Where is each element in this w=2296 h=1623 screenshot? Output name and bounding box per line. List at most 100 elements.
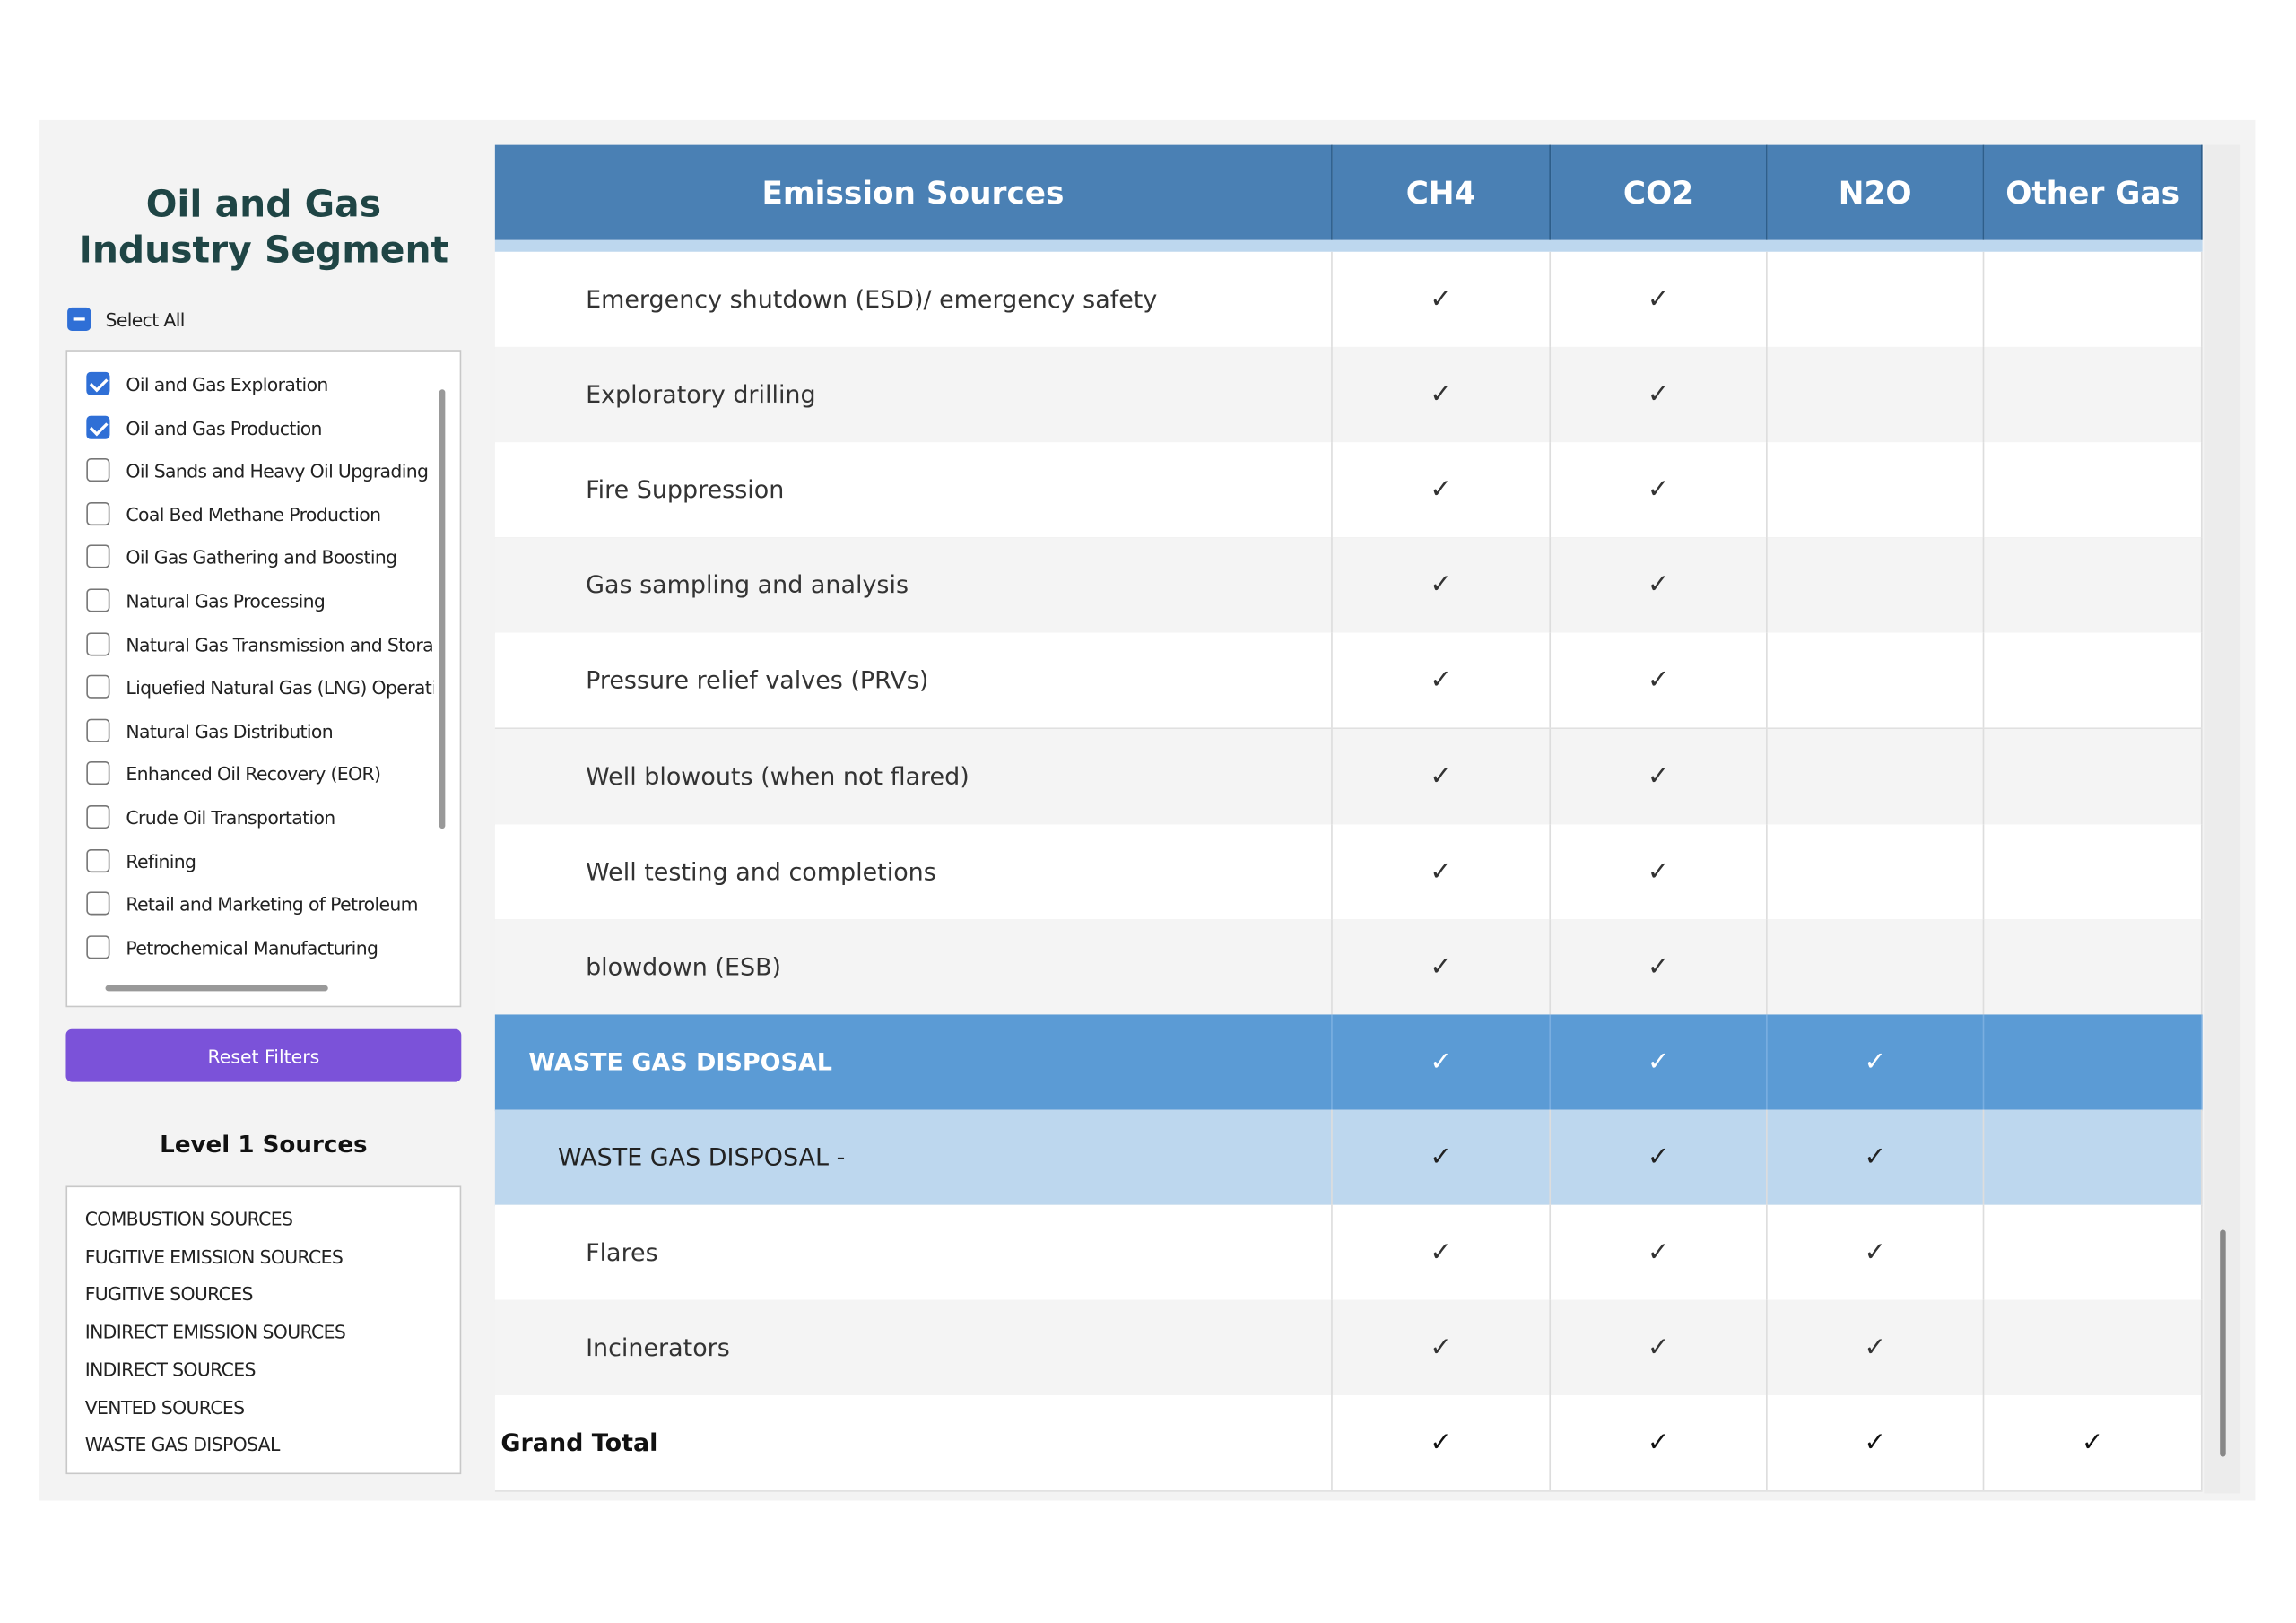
scrollbar[interactable]	[105, 985, 328, 992]
level1-item[interactable]: FUGITIVE SOURCES	[84, 1282, 254, 1306]
level1-list: COMBUSTION SOURCES FUGITIVE EMISSION SOUR…	[65, 1185, 462, 1475]
check-cell: ✓	[1551, 251, 1768, 347]
checkbox[interactable]	[86, 804, 110, 829]
level1-item[interactable]: COMBUSTION SOURCES	[84, 1207, 293, 1230]
checkbox[interactable]	[86, 934, 110, 959]
filter-item[interactable]: Refining	[67, 848, 433, 874]
filter-item[interactable]: Oil Sands and Heavy Oil Upgrading	[67, 458, 433, 484]
check-cell: ✓	[1768, 1299, 1985, 1396]
check-cell: ✓	[1551, 728, 1768, 824]
row-label: Emergency shutdown (ESD)/ emergency safe…	[495, 251, 1333, 347]
select-all-label: Select All	[105, 308, 186, 331]
scrollbar-track	[2204, 144, 2241, 1494]
level1-item[interactable]: WASTE GAS DISPOSAL	[84, 1433, 281, 1456]
check-cell: ✓	[1984, 1395, 2203, 1491]
checkbox[interactable]	[86, 501, 110, 525]
header-strip	[494, 239, 2203, 252]
check-cell: ✓	[1551, 1395, 1768, 1491]
checkbox[interactable]	[67, 307, 91, 331]
table-row: WASTE GAS DISPOSAL - ✓ ✓ ✓	[494, 1109, 2203, 1207]
filter-item[interactable]: Coal Bed Methane Production	[67, 501, 433, 528]
title-line: Oil and Gas	[145, 183, 382, 226]
checkbox[interactable]	[86, 848, 110, 872]
check-cell: ✓	[1333, 632, 1552, 729]
filter-item[interactable]: Enhanced Oil Recovery (EOR)	[67, 761, 433, 788]
checkbox[interactable]	[86, 891, 110, 916]
table-row: Emergency shutdown (ESD)/ emergency safe…	[494, 251, 2203, 349]
check-cell: ✓	[1333, 1204, 1552, 1300]
level1-item[interactable]: INDIRECT EMISSION SOURCES	[84, 1320, 346, 1343]
table-row: Exploratory drilling ✓ ✓	[494, 347, 2203, 444]
table-row: Well testing and completions ✓ ✓	[494, 823, 2203, 921]
filter-list: Oil and Gas Exploration Oil and Gas Produ…	[65, 350, 462, 1008]
filter-label: Natural Gas Distribution	[126, 719, 334, 742]
check-cell: ✓	[1333, 728, 1552, 824]
row-label: WASTE GAS DISPOSAL -	[495, 1109, 1333, 1205]
check-cell	[1984, 537, 2203, 633]
checkbox[interactable]	[86, 458, 110, 482]
column-header: Other Gas	[1984, 144, 2203, 240]
table-row: Well blowouts (when not flared) ✓ ✓	[494, 728, 2203, 826]
filter-label: Oil and Gas Exploration	[126, 373, 328, 395]
checkbox[interactable]	[86, 674, 110, 699]
select-all[interactable]: Select All	[67, 307, 361, 334]
level1-title: Level 1 Sources	[160, 1130, 368, 1159]
filter-label: Retail and Marketing of Petroleum	[126, 893, 418, 916]
filter-label: Oil and Gas Production	[126, 416, 322, 439]
filter-label: Crude Oil Transportation	[126, 806, 335, 829]
check-cell	[1984, 1299, 2203, 1396]
reset-button[interactable]: Reset Filters	[65, 1028, 462, 1082]
filter-item[interactable]: Natural Gas Distribution	[67, 718, 433, 744]
checkbox[interactable]	[86, 588, 110, 612]
scrollbar-thumb[interactable]	[2220, 1229, 2226, 1457]
check-cell	[1984, 1204, 2203, 1300]
filter-item[interactable]: Crude Oil Transportation	[67, 804, 433, 831]
row-label: WASTE GAS DISPOSAL	[495, 1014, 1333, 1110]
filter-item[interactable]: Liquefied Natural Gas (LNG) Operations	[67, 674, 433, 701]
row-label: Flares	[495, 1204, 1333, 1300]
check-cell: ✓	[1768, 1109, 1985, 1205]
table-row: Fire Suppression ✓ ✓	[494, 442, 2203, 540]
filter-label: Oil Gas Gathering and Boosting	[126, 546, 397, 569]
checkbox[interactable]	[86, 371, 110, 395]
row-label: Fire Suppression	[495, 442, 1333, 538]
filter-item[interactable]: Oil Gas Gathering and Boosting	[67, 545, 433, 571]
checkbox[interactable]	[86, 415, 110, 439]
checkbox[interactable]	[86, 718, 110, 742]
check-cell: ✓	[1333, 537, 1552, 633]
filter-item[interactable]: Retail and Marketing of Petroleum	[67, 891, 433, 918]
check-cell	[1984, 251, 2203, 347]
scrollbar[interactable]	[439, 389, 446, 829]
check-cell	[1984, 1014, 2203, 1110]
checkbox[interactable]	[86, 761, 110, 785]
row-label: Exploratory drilling	[495, 347, 1333, 443]
check-cell: ✓	[1333, 251, 1552, 347]
check-cell	[1768, 918, 1985, 1014]
check-cell: ✓	[1333, 1109, 1552, 1205]
check-cell	[1984, 728, 2203, 824]
level1-item[interactable]: FUGITIVE EMISSION SOURCES	[84, 1245, 344, 1268]
check-cell: ✓	[1333, 1014, 1552, 1110]
checkbox[interactable]	[86, 545, 110, 569]
sidebar-title: Oil and Gas Industry Segment	[65, 181, 461, 272]
filter-item[interactable]: Natural Gas Transmission and Storage	[67, 631, 433, 658]
filter-label: Enhanced Oil Recovery (EOR)	[126, 763, 381, 785]
filter-item[interactable]: Oil and Gas Production	[67, 415, 433, 441]
check-cell: ✓	[1333, 442, 1552, 538]
level1-item[interactable]: INDIRECT SOURCES	[84, 1358, 257, 1381]
filter-item[interactable]: Natural Gas Processing	[67, 588, 433, 614]
column-header: CH4	[1332, 144, 1552, 240]
title-line: Industry Segment	[78, 228, 449, 272]
row-label: blowdown (ESB)	[495, 918, 1333, 1014]
filter-item[interactable]: Petrochemical Manufacturing	[67, 934, 433, 961]
checkbox[interactable]	[86, 631, 110, 655]
check-cell: ✓	[1333, 347, 1552, 443]
row-label: Pressure relief valves (PRVs)	[495, 632, 1333, 729]
filter-item[interactable]: Oil and Gas Exploration	[67, 371, 433, 398]
check-cell: ✓	[1333, 1299, 1552, 1396]
check-cell	[1768, 823, 1985, 919]
filter-label: Petrochemical Manufacturing	[126, 936, 378, 959]
level1-item[interactable]: VENTED SOURCES	[84, 1395, 245, 1419]
check-cell: ✓	[1768, 1395, 1985, 1491]
check-cell: ✓	[1333, 918, 1552, 1014]
